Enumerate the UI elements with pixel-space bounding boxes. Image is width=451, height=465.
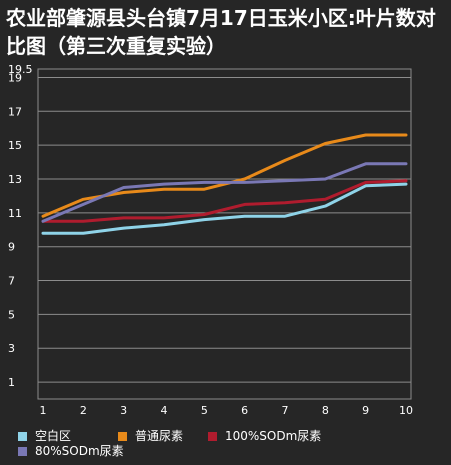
legend-label-2: 100%SODm尿素 bbox=[225, 429, 322, 443]
legend-label-1: 普通尿素 bbox=[135, 429, 184, 443]
chart-title: 农业部肇源县头台镇7月17日玉米小区:叶片数对比图（第三次重复实验） bbox=[6, 6, 436, 58]
legend-swatch-1 bbox=[118, 432, 127, 441]
series-lines bbox=[41, 133, 408, 235]
legend-item-1: 普通尿素 bbox=[118, 428, 183, 444]
y-tick-label-5: 11 bbox=[8, 207, 22, 220]
y-tick-label-6: 13 bbox=[8, 173, 22, 186]
x-tick-label-2: 3 bbox=[120, 404, 127, 417]
legend-swatch-0 bbox=[18, 432, 27, 441]
legend-item-2: 100%SODm尿素 bbox=[208, 428, 321, 444]
x-tick-label-6: 7 bbox=[282, 404, 289, 417]
x-tick-label-0: 1 bbox=[40, 404, 47, 417]
plot-area bbox=[37, 68, 412, 400]
y-tick-label-7: 15 bbox=[8, 139, 22, 152]
y-tick-label-9: 19 bbox=[8, 71, 22, 84]
x-tick-label-3: 4 bbox=[161, 404, 168, 417]
x-tick-label-8: 9 bbox=[362, 404, 369, 417]
x-tick-label-9: 10 bbox=[399, 404, 413, 417]
x-tick-label-5: 6 bbox=[241, 404, 248, 417]
grid-lines bbox=[38, 68, 411, 383]
y-tick-label-10: 19.5 bbox=[8, 63, 33, 76]
y-tick-label-0: 1 bbox=[8, 376, 15, 389]
x-tick-label-7: 8 bbox=[322, 404, 329, 417]
legend-item-3: 80%SODm尿素 bbox=[18, 443, 124, 459]
legend-swatch-3 bbox=[18, 447, 27, 456]
legend-item-0: 空白区 bbox=[18, 428, 71, 444]
y-tick-label-8: 17 bbox=[8, 105, 22, 118]
x-tick-label-4: 5 bbox=[201, 404, 208, 417]
x-tick-labels: 1 2 3 4 5 6 7 8 9 10 bbox=[40, 404, 414, 417]
legend-label-0: 空白区 bbox=[35, 429, 72, 443]
y-tick-label-2: 5 bbox=[8, 308, 15, 321]
series-line-0 bbox=[41, 182, 408, 235]
series-line-3 bbox=[41, 162, 408, 223]
y-tick-label-4: 9 bbox=[8, 241, 15, 254]
legend-label-3: 80%SODm尿素 bbox=[35, 444, 124, 458]
y-tick-label-1: 3 bbox=[8, 342, 15, 355]
x-tick-label-1: 2 bbox=[80, 404, 87, 417]
series-line-2 bbox=[41, 179, 408, 223]
legend-swatch-2 bbox=[208, 432, 217, 441]
y-tick-label-3: 7 bbox=[8, 275, 15, 288]
